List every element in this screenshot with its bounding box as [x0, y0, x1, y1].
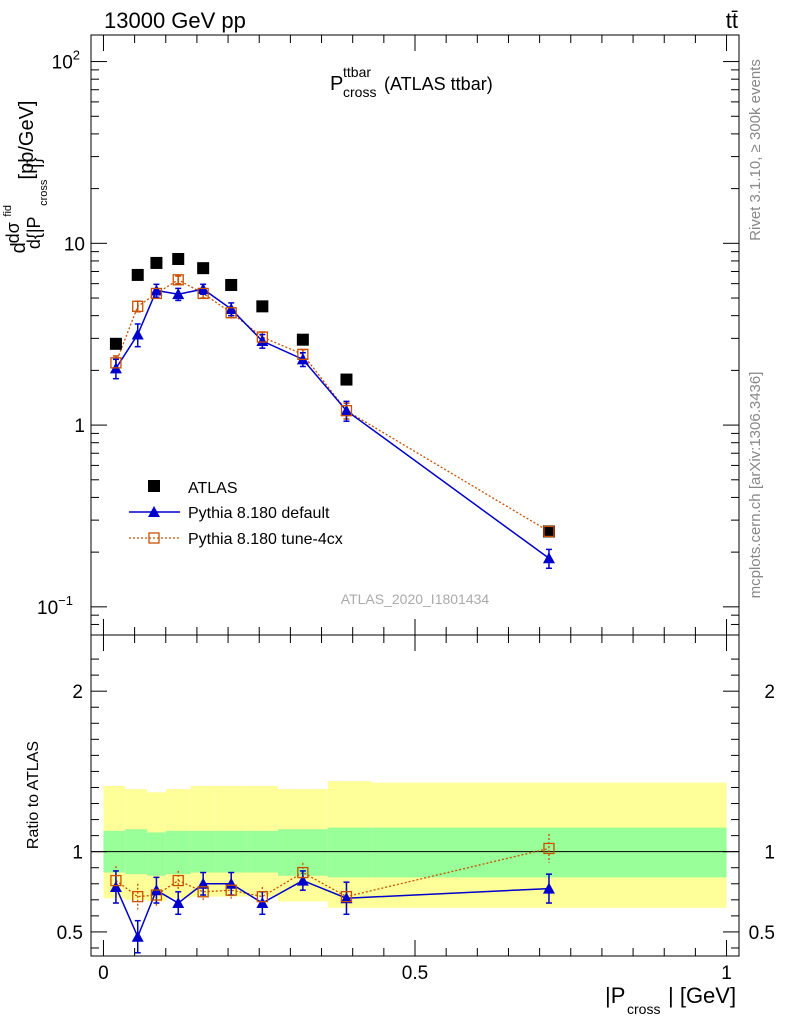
title-sup: ttbar: [343, 64, 371, 80]
ratio-default-point: [542, 882, 555, 894]
main-default-point: [150, 284, 163, 296]
x-axis-label: |P cross | [GeV]: [605, 983, 736, 1017]
main-default-point: [225, 303, 238, 315]
main-ytick-label: 1: [74, 416, 85, 437]
main-default-line: [115, 288, 550, 559]
ratio-ytick-label: 0.5: [57, 923, 83, 944]
analysis-id: ATLAS_2020_I1801434: [341, 591, 490, 607]
ratio-default-point: [131, 930, 144, 942]
xlabel-post: | [GeV]: [668, 983, 736, 1008]
main-default-point: [340, 404, 353, 416]
energy-label: 13000 GeV pp: [104, 8, 246, 33]
ratio-band-inner: [327, 827, 372, 878]
main-ylabel: d dσ fid d{|P cross |} [pb/GeV]: [0, 101, 52, 254]
ratio-default-point: [256, 897, 269, 909]
main-default-point: [131, 328, 144, 340]
ratio-default-point: [172, 897, 185, 909]
mcplots-label: mcplots.cern.ch [arXiv:1306.3436]: [747, 372, 764, 599]
ratio-default-point: [225, 877, 238, 889]
main-tune-line: [115, 279, 550, 532]
legend: ATLAS Pythia 8.180 default Pythia 8.180 …: [129, 480, 343, 548]
main-atlas-point: [542, 525, 555, 538]
process-label: tt̄: [726, 8, 738, 33]
main-ytick-label: 10−1: [37, 593, 73, 619]
ratio-tune-point: [197, 886, 209, 898]
xtick-label: 0.5: [402, 963, 428, 984]
ratio-default-line: [115, 879, 549, 939]
main-tune-point: [132, 300, 144, 313]
main-tune-point: [256, 331, 268, 343]
main-atlas-point: [256, 300, 269, 313]
legend-tune-marker: [148, 532, 160, 544]
ratio-tune-point: [340, 890, 353, 903]
ratio-ytick-label-right: 0.5: [749, 923, 775, 944]
main-atlas-point: [109, 337, 122, 350]
ratio-tune-point: [132, 890, 144, 903]
ratio-panel: 0 0.5 1 0.5 0.5 1 1 2 2: [57, 634, 775, 984]
ratio-default-point: [109, 880, 122, 892]
ratio-ytick-label-right: 1: [764, 843, 775, 864]
ratio-tune-point: [297, 866, 309, 879]
main-ylabel-text: d dσ fid d{|P cross |} [pb/GeV]: [0, 101, 52, 254]
main-atlas-point: [150, 256, 163, 269]
main-tune-point: [110, 357, 122, 369]
ratio-band-inner: [147, 832, 166, 876]
main-tune-point: [225, 307, 237, 319]
main-tune-point: [150, 287, 163, 300]
ratio-ytick-label: 2: [72, 682, 83, 703]
ratio-default-point: [197, 877, 210, 889]
ratio-default-point: [296, 874, 309, 886]
main-atlas-point: [296, 333, 309, 346]
ratio-tune-point: [256, 890, 268, 903]
main-atlas-point: [225, 278, 238, 291]
legend-tune-label: Pythia 8.180 tune-4cx: [188, 531, 343, 548]
legend-atlas-marker: [148, 480, 160, 492]
main-tune-point: [543, 525, 555, 538]
legend-atlas-label: ATLAS: [188, 480, 238, 497]
main-tune-point: [197, 287, 209, 300]
main-atlas-point: [197, 262, 210, 275]
main-default-point: [542, 552, 555, 564]
ratio-tune-point: [150, 889, 163, 901]
main-atlas-point: [172, 252, 185, 265]
title-sub: cross: [343, 84, 376, 100]
main-tune-point: [297, 348, 309, 360]
ratio-ytick-label-right: 2: [764, 682, 775, 703]
legend-default-marker: [148, 506, 160, 517]
plot-title: P ttbar cross (ATLAS ttbar): [330, 64, 493, 100]
ratio-tune-point: [172, 874, 184, 887]
title-suffix: (ATLAS ttbar): [384, 74, 493, 94]
ratio-tune-point: [225, 884, 237, 896]
main-atlas-point: [340, 373, 353, 386]
ratio-ytick-label: 1: [72, 843, 83, 864]
main-ytick-label: 102: [52, 48, 80, 74]
main-default-point: [172, 288, 185, 300]
ratio-ylabel: Ratio to ATLAS: [25, 741, 42, 849]
rivet-label: Rivet 3.1.10, ≥ 300k events: [747, 59, 764, 241]
xtick-label: 0: [98, 963, 109, 984]
legend-default-label: Pythia 8.180 default: [188, 505, 330, 522]
ratio-default-point: [340, 892, 353, 904]
main-ytick-label: 10: [64, 234, 85, 255]
ratio-tune-point: [110, 874, 122, 887]
main-tune-point: [172, 274, 184, 286]
xtick-label: 1: [721, 963, 732, 984]
ratio-tune-point: [543, 842, 555, 855]
xlabel-sub: cross: [627, 1001, 660, 1017]
xlabel-pre: |P: [605, 983, 625, 1008]
main-atlas-point: [131, 268, 144, 281]
ratio-tune-line: [115, 847, 550, 898]
main-panel: 10−1 1 10 102: [37, 34, 740, 636]
title-main: P: [330, 73, 343, 95]
main-tune-point: [340, 405, 353, 417]
ratio-band-inner: [165, 830, 191, 875]
main-default-point: [256, 335, 269, 347]
